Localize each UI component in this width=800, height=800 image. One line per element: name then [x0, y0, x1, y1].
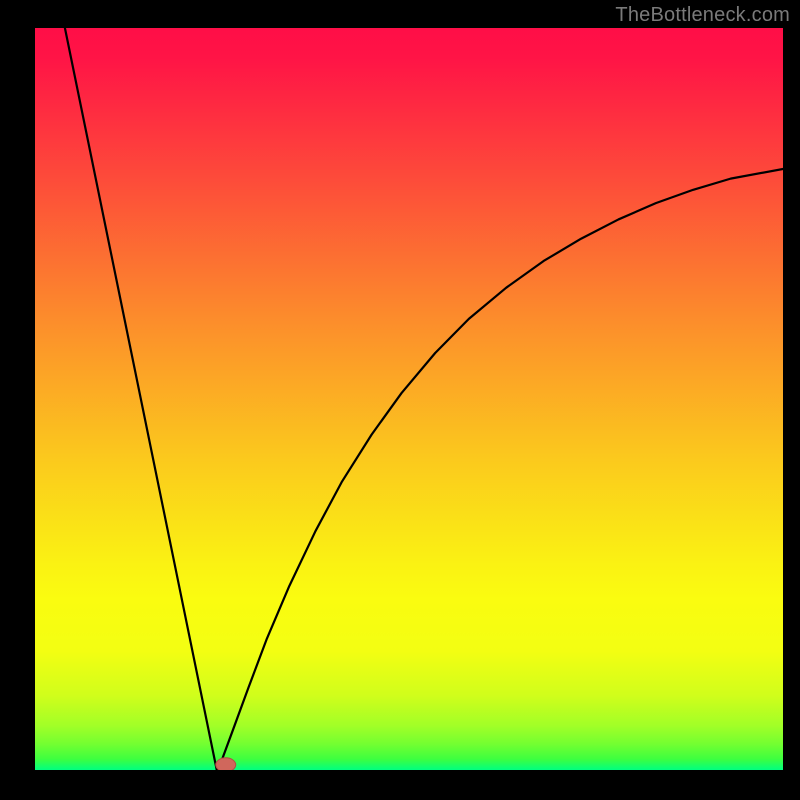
curve-layer [35, 28, 783, 770]
plot-area [35, 28, 783, 770]
optimal-point-marker [216, 758, 236, 770]
bottleneck-curve [65, 28, 783, 770]
watermark-text: TheBottleneck.com [615, 4, 790, 27]
chart-container: TheBottleneck.com [0, 0, 800, 800]
